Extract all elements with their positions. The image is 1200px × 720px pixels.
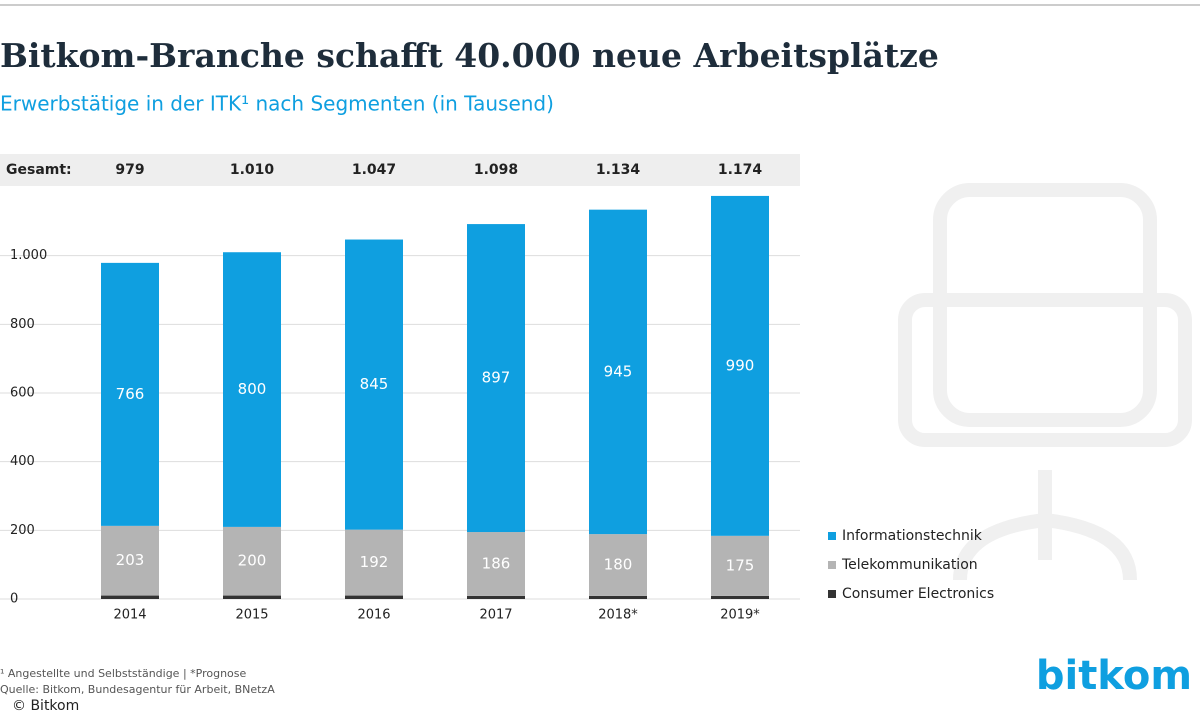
bar-segment	[467, 595, 525, 599]
data-label: 766	[116, 385, 145, 403]
bar-segment	[589, 534, 647, 596]
legend-label: Consumer Electronics	[842, 586, 994, 602]
total-label: 1.134	[596, 162, 641, 178]
y-tick-label: 800	[10, 317, 35, 332]
bar-segment	[101, 262, 159, 526]
data-label: 180	[604, 556, 633, 574]
bar-segment	[589, 595, 647, 599]
y-tick-label: 1.000	[10, 248, 47, 263]
bar-segment	[467, 532, 525, 596]
data-label: 192	[360, 553, 389, 571]
data-label: 800	[238, 380, 267, 398]
bar-segment	[223, 595, 281, 599]
y-tick-label: 400	[10, 454, 35, 469]
y-tick-label: 0	[10, 592, 18, 607]
data-label: 175	[726, 556, 755, 574]
data-label: 990	[726, 356, 755, 374]
legend-label: Telekommunikation	[841, 557, 978, 573]
total-label: 1.010	[230, 162, 275, 178]
chart-title: Bitkom-Branche schafft 40.000 neue Arbei…	[0, 36, 939, 75]
bar-segment	[589, 209, 647, 535]
bar-segment	[223, 252, 281, 527]
total-label: 979	[115, 162, 144, 178]
y-tick-label: 200	[10, 523, 35, 538]
source: Quelle: Bitkom, Bundesagentur für Arbeit…	[0, 683, 275, 696]
y-tick-label: 600	[10, 386, 35, 401]
legend-swatch	[828, 532, 836, 540]
bar-segment	[101, 525, 159, 596]
bar-segment	[711, 595, 769, 599]
data-label: 186	[482, 554, 511, 572]
chart-subtitle: Erwerbstätige in der ITK¹ nach Segmenten…	[0, 92, 554, 116]
data-label: 200	[238, 552, 267, 570]
data-label: 945	[604, 362, 633, 380]
copyright: © Bitkom	[12, 698, 79, 714]
bar-segment	[467, 224, 525, 533]
x-tick-label: 2015	[235, 608, 268, 623]
total-label: 1.098	[474, 162, 518, 178]
bar-segment	[345, 529, 403, 596]
totals-label: Gesamt:	[6, 162, 72, 178]
bar-segment	[345, 595, 403, 599]
legend-swatch	[828, 561, 836, 569]
legend-label: Informationstechnik	[842, 528, 983, 544]
x-tick-label: 2019*	[720, 608, 760, 623]
logo: bitkom	[1036, 653, 1192, 699]
data-label: 897	[482, 369, 511, 387]
totals-band	[0, 154, 800, 186]
legend-swatch	[828, 590, 836, 598]
footnote: ¹ Angestellte und Selbstständige | *Prog…	[0, 667, 247, 680]
x-tick-label: 2018*	[598, 608, 638, 623]
x-tick-label: 2014	[113, 608, 146, 623]
data-label: 203	[116, 551, 145, 569]
total-label: 1.174	[718, 162, 763, 178]
bar-segment	[101, 595, 159, 599]
bar-segment	[711, 195, 769, 536]
x-tick-label: 2017	[479, 608, 512, 623]
total-label: 1.047	[352, 162, 396, 178]
data-label: 845	[360, 375, 389, 393]
bar-segment	[345, 239, 403, 530]
x-tick-label: 2016	[357, 608, 390, 623]
bar-segment	[711, 535, 769, 596]
chair-icon	[898, 183, 1192, 581]
bar-segment	[223, 526, 281, 596]
